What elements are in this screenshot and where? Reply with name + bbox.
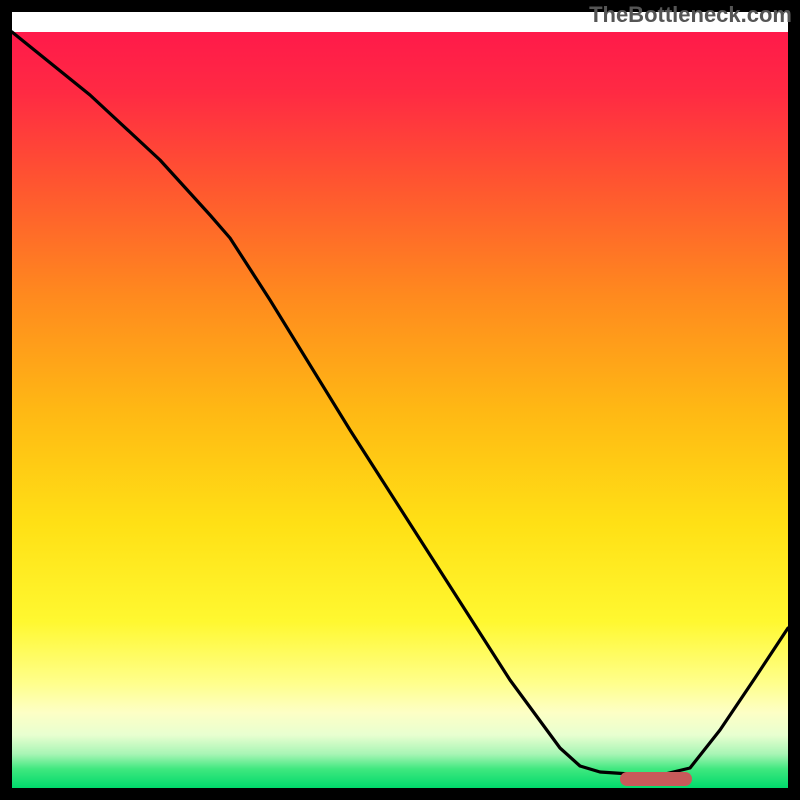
bottleneck-chart xyxy=(0,0,800,800)
gradient-background xyxy=(12,32,788,788)
optimal-marker xyxy=(620,772,692,786)
watermark-text: TheBottleneck.com xyxy=(589,2,792,28)
chart-container: TheBottleneck.com xyxy=(0,0,800,800)
